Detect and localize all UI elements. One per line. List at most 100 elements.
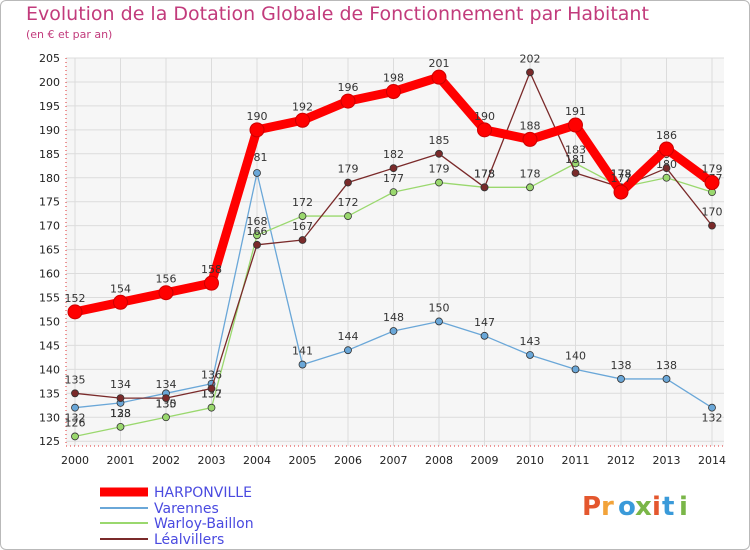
- data-label: 158: [201, 263, 222, 276]
- data-label: 167: [292, 220, 313, 233]
- data-point: [298, 236, 307, 244]
- data-point: [571, 159, 580, 168]
- data-point: [389, 164, 398, 173]
- data-point: [571, 169, 580, 177]
- data-point: [207, 403, 216, 412]
- data-label: 185: [429, 134, 450, 147]
- y-tick-label: 145: [39, 339, 60, 352]
- y-tick-label: 130: [39, 411, 60, 424]
- y-tick-label: 170: [39, 220, 60, 233]
- data-point: [708, 403, 716, 412]
- logo-letter: o: [618, 492, 636, 522]
- legend-label: Warloy-Baillon: [154, 516, 254, 532]
- y-tick-label: 175: [39, 196, 60, 209]
- data-label: 134: [156, 378, 177, 391]
- data-point: [71, 432, 79, 441]
- x-tick-label: 2005: [289, 454, 317, 467]
- data-label: 143: [520, 335, 541, 348]
- data-point: [249, 122, 265, 138]
- y-tick-label: 155: [39, 292, 60, 305]
- data-point: [344, 212, 352, 220]
- data-point: [659, 141, 674, 157]
- legend-item-warloy-baillon: Warloy-Baillon: [100, 516, 254, 532]
- legend-label: HARPONVILLE: [154, 485, 252, 501]
- data-point: [435, 317, 443, 326]
- x-tick-label: 2008: [425, 454, 453, 467]
- data-label: 170: [702, 206, 723, 219]
- y-tick-label: 165: [39, 244, 60, 257]
- data-point: [526, 68, 534, 77]
- y-tick-label: 185: [39, 148, 60, 161]
- legend-label: Léalvillers: [154, 532, 224, 548]
- data-label: 172: [292, 196, 313, 209]
- x-tick-label: 2013: [653, 454, 681, 467]
- data-point: [116, 422, 125, 431]
- data-label: 198: [383, 72, 404, 85]
- x-tick-label: 2010: [516, 454, 544, 467]
- data-point: [253, 240, 261, 249]
- data-point: [477, 122, 492, 138]
- data-label: 182: [383, 148, 404, 161]
- data-point: [662, 164, 671, 173]
- data-label: 133: [110, 407, 131, 420]
- data-label: 172: [338, 196, 359, 209]
- y-tick-label: 135: [39, 387, 60, 400]
- x-tick-label: 2014: [698, 454, 726, 467]
- data-point: [344, 346, 352, 355]
- data-label: 180: [656, 158, 677, 171]
- plot-area: [66, 58, 724, 446]
- data-label: 188: [520, 119, 541, 132]
- chart-title: Evolution de la Dotation Globale de Fonc…: [26, 3, 649, 25]
- data-point: [708, 221, 716, 230]
- data-label: 181: [565, 153, 586, 166]
- data-label: 178: [474, 167, 495, 180]
- x-tick-label: 2004: [243, 454, 271, 467]
- y-tick-label: 180: [39, 172, 60, 185]
- data-point: [204, 275, 219, 291]
- y-tick-label: 200: [39, 76, 60, 89]
- data-point: [522, 131, 538, 147]
- data-label: 136: [201, 369, 222, 382]
- logo-letter: i: [679, 492, 688, 522]
- data-label: 201: [429, 57, 450, 70]
- data-point: [435, 178, 443, 187]
- data-label: 186: [656, 129, 677, 142]
- data-label: 190: [474, 110, 495, 123]
- data-point: [431, 69, 447, 85]
- data-point: [704, 175, 720, 191]
- data-point: [207, 384, 216, 393]
- data-point: [662, 375, 671, 383]
- data-point: [526, 351, 534, 359]
- data-label: 178: [520, 167, 541, 180]
- data-label: 134: [110, 378, 131, 391]
- data-label: 132: [201, 388, 222, 401]
- data-label: 154: [110, 282, 131, 295]
- data-point: [298, 212, 307, 220]
- data-label: 148: [383, 311, 404, 324]
- data-point: [162, 394, 170, 402]
- data-label: 179: [702, 163, 723, 176]
- chart-subtitle: (en € et par an): [26, 28, 113, 41]
- data-label: 168: [247, 215, 268, 228]
- data-point: [116, 394, 125, 402]
- logo-letter: P: [582, 492, 601, 522]
- x-tick-label: 2006: [334, 454, 362, 467]
- data-point: [568, 117, 583, 133]
- y-tick-label: 205: [39, 52, 60, 65]
- y-tick-label: 195: [39, 100, 60, 113]
- data-point: [344, 178, 352, 187]
- data-point: [67, 304, 83, 320]
- data-point: [295, 112, 310, 128]
- logo-letter: t: [662, 492, 674, 522]
- data-point: [386, 84, 401, 100]
- x-tick-label: 2001: [107, 454, 135, 467]
- x-tick-label: 2012: [607, 454, 635, 467]
- x-tick-label: 2000: [61, 454, 89, 467]
- data-label: 191: [565, 105, 586, 118]
- data-label: 183: [565, 143, 586, 156]
- data-point: [480, 331, 489, 340]
- data-label: 196: [338, 81, 359, 94]
- data-label: 138: [611, 359, 632, 372]
